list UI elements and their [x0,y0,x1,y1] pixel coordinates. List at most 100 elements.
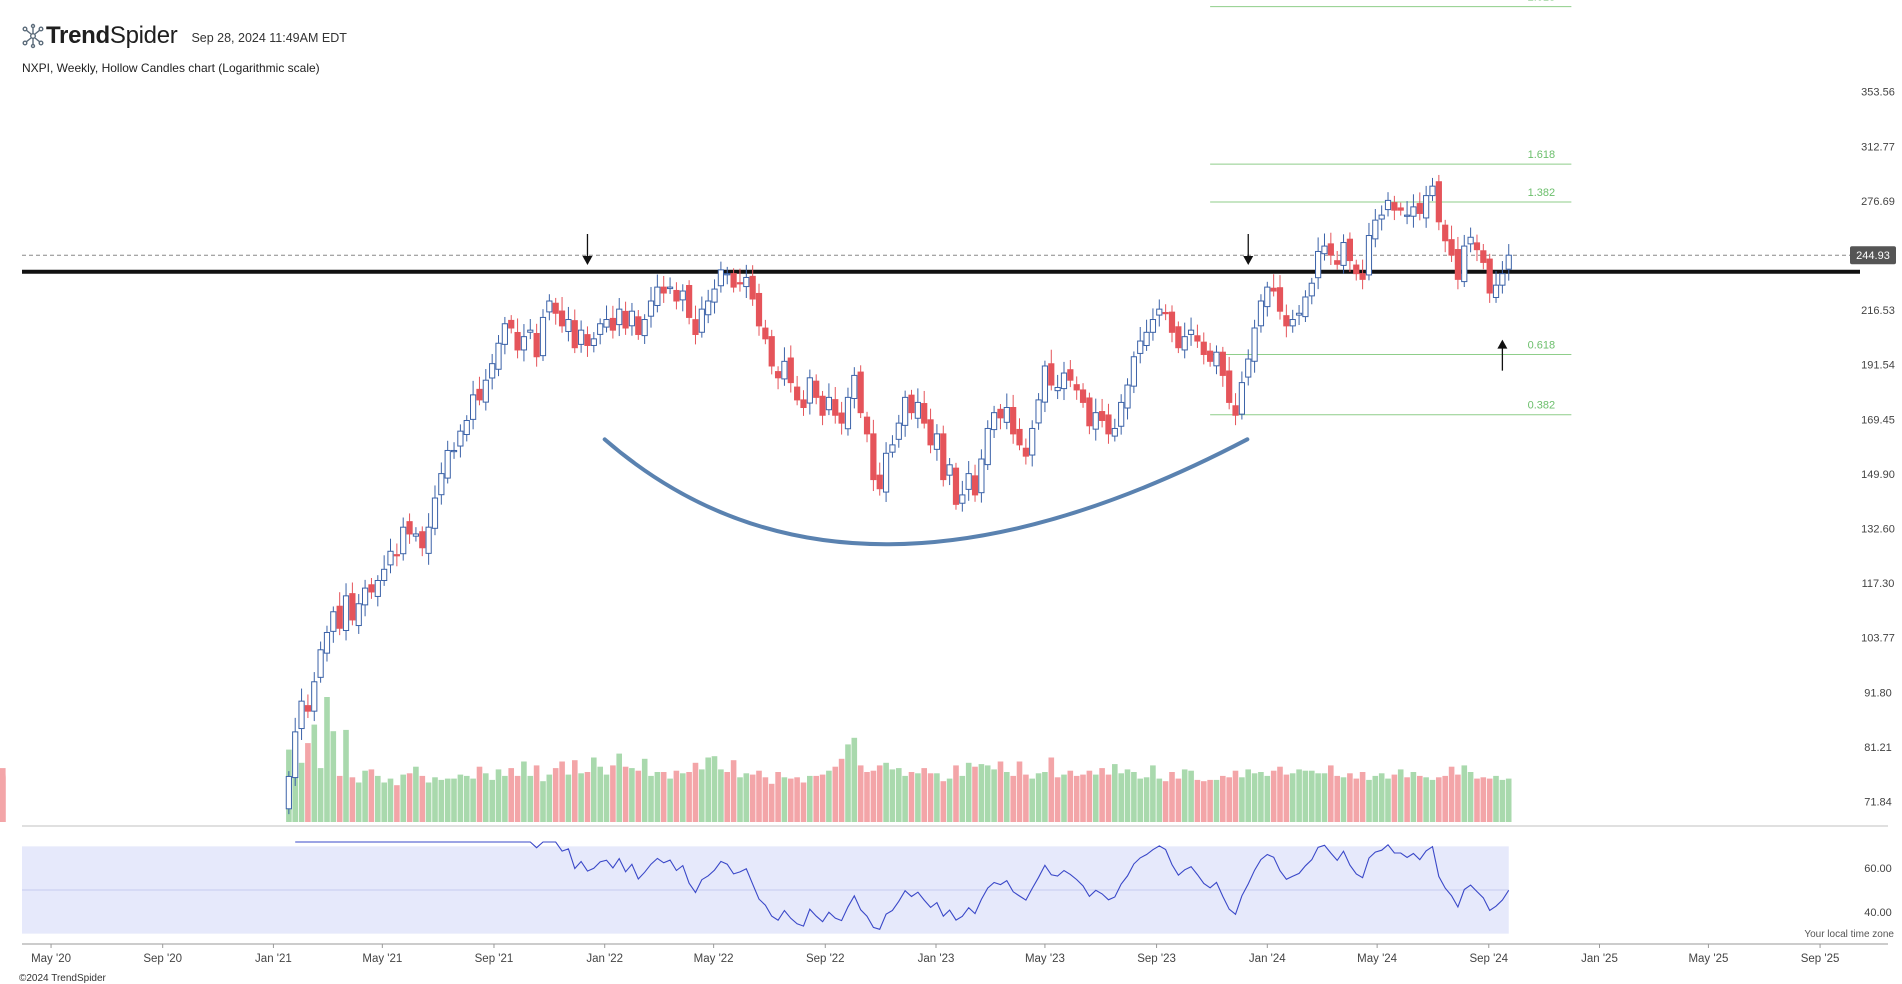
candle [463,415,470,442]
candle [527,319,534,340]
volume-bar [324,697,330,822]
volume-bar [699,769,705,822]
candle-body [1429,185,1436,197]
candle [1048,349,1055,391]
candle [1467,227,1474,253]
candle-body [863,416,871,435]
volume-bar [362,770,368,822]
candle [774,366,782,390]
volume-bar [1112,764,1118,822]
candle [1410,194,1417,228]
candle-body [730,273,737,288]
candle [292,717,299,786]
candle [412,527,420,542]
candle [1111,418,1118,442]
candle [908,389,915,420]
volume-bar [762,777,769,822]
volume-bar [978,764,985,822]
volume-bar [705,757,711,822]
volume-bar [768,783,775,822]
candle [794,375,801,406]
candle-body [381,568,388,581]
candle-body [1156,308,1163,316]
time-tick-label: Jan '22 [586,953,623,965]
volume-bar [572,760,578,822]
candle-body [1086,397,1093,427]
candle [558,297,566,333]
candle [457,424,464,458]
volume-bar [375,775,381,822]
volume-bar [1372,775,1379,822]
candle [520,324,528,362]
candle-body [914,401,921,419]
candle [1016,418,1023,451]
volume-bar [1067,770,1074,822]
volume-bar [489,779,495,822]
volume-bar [540,781,546,822]
candle-body [736,282,744,285]
candle-body [698,308,705,333]
volume-bar [1436,777,1442,822]
fib-level-label: 2.618 [1528,0,1556,4]
volume-bar [857,765,864,822]
rsi-tick-label: 40.00 [1864,907,1892,919]
candle [1276,275,1284,320]
candle-body [520,336,528,351]
candle-body [1295,312,1303,316]
candle [1194,324,1201,348]
candle [1346,232,1353,272]
candle [546,294,553,321]
last-price-badge-bg [1850,246,1896,265]
volume-bar [1397,769,1404,822]
volume-bar [336,775,343,822]
volume-bar [692,762,699,822]
volume-bar [1499,779,1506,822]
candle [1137,327,1144,364]
volume-bar [991,769,997,822]
candle [635,310,642,340]
time-tick-label: May '23 [1025,953,1065,965]
price-tick-label: 312.77 [1861,141,1895,153]
fib-level-label: 0.382 [1528,400,1556,412]
fib-level-label: 1.382 [1528,187,1556,199]
volume-bar [1455,774,1461,822]
candle-body [959,494,966,504]
candle-body [1403,214,1411,217]
candle-body [1200,341,1207,355]
candle-body [1118,401,1125,427]
candle-body [431,497,439,529]
candle-body [1232,405,1239,416]
volume-bar [832,766,839,822]
volume-bar [965,762,972,822]
volume-bar [1486,778,1493,822]
volume-bar [533,765,540,822]
volume-bar [1029,778,1035,822]
candle-body [1079,389,1087,403]
candle-body [292,731,299,779]
volume-bar [1086,770,1093,822]
volume-bar [1353,778,1360,822]
candle [400,517,407,561]
candle-body [940,433,947,481]
candle [927,408,934,454]
candle [1105,403,1112,444]
candle [1060,361,1068,401]
candle-body [1315,250,1322,279]
volume-bar [432,777,438,822]
candle [565,306,572,342]
candle-body [978,458,985,494]
candle [673,282,680,310]
volume-bar [1213,779,1220,822]
down-arrow-icon [1243,233,1254,265]
candle [876,462,883,496]
candle [1448,225,1455,262]
candle [1149,308,1157,341]
volume-bar [1417,775,1423,822]
volume-bar [298,762,305,822]
volume-bar [597,766,603,822]
volume-bar [552,768,559,822]
candle [1486,253,1493,303]
candle [381,555,388,586]
candle [1353,259,1360,281]
